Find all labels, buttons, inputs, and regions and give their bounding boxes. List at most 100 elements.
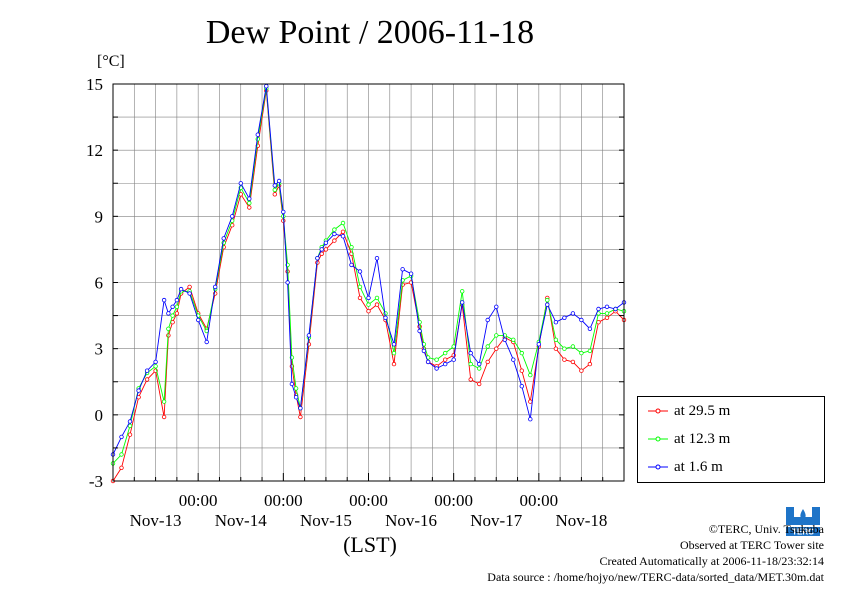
data-point [306,333,312,338]
x-tick-time: 00:00 [264,491,303,510]
data-point [502,337,507,342]
data-point [485,317,490,323]
data-point [357,284,363,290]
data-point [511,337,516,342]
data-point [587,348,593,354]
data-point [460,289,465,294]
data-point [247,196,252,201]
data-point [536,342,541,347]
x-axis-label: (LST) [343,532,397,557]
data-point [340,229,346,234]
data-point [604,315,610,320]
data-point [170,313,175,318]
chart-title: Dew Point / 2006-11-18 [205,14,535,51]
data-point [562,315,567,320]
data-point [443,350,448,356]
y-tick-label: 9 [95,207,104,226]
data-point [383,315,388,320]
credit-created: Created Automatically at 2006-11-18/23:3… [599,554,824,568]
data-point [357,269,363,274]
data-point [323,247,329,252]
data-point [374,295,380,301]
data-point [553,346,559,351]
data-point [374,256,380,261]
data-point [276,178,282,184]
logo-text: TERC [792,528,814,537]
data-point [596,306,601,312]
data-point [272,183,277,188]
data-point [285,280,290,285]
data-point [187,284,192,290]
grid-lines [113,83,624,482]
data-point [408,271,414,276]
data-point [340,220,346,226]
data-point [391,361,397,367]
data-point [319,247,324,252]
data-point [579,350,584,356]
x-tick-date: Nov-15 [300,511,352,530]
data-point [494,346,499,351]
data-point [366,295,371,301]
data-point [374,302,380,307]
data-point [443,357,448,362]
data-point [119,465,124,470]
data-point [293,386,299,391]
data-point [153,364,158,369]
data-point [247,200,252,206]
data-point [204,339,209,345]
data-point [195,317,201,323]
data-point [187,291,192,296]
legend-label: at 1.6 m [674,458,723,475]
data-point [613,306,618,312]
data-point [460,300,465,305]
data-point [298,414,303,420]
y-axis: -3 0 3 6 9 12 15 [86,75,624,491]
legend-label: at 29.5 m [674,402,731,419]
data-point [468,350,473,356]
data-point [553,320,559,325]
x-tick-time: 00:00 [519,491,558,510]
data-point [166,326,171,331]
data-point [127,432,133,437]
data-point [579,368,584,373]
x-tick-time: 00:00 [179,491,218,510]
data-point [434,357,439,362]
data-point [349,262,354,268]
y-tick-label: 15 [86,75,103,94]
data-point [434,366,439,371]
data-point [570,359,576,365]
data-point [136,388,141,393]
data-point [366,309,371,314]
data-point [485,344,490,349]
legend-item-12m: at 12.3 m [648,429,730,449]
data-point [298,406,303,411]
data-point [528,372,533,378]
data-point [357,295,363,301]
data-point [119,452,124,457]
data-point [570,344,576,349]
data-point [281,209,286,215]
data-point [553,337,559,342]
data-point [161,297,167,303]
data-point [127,419,133,424]
data-point [528,399,533,404]
series-line [112,88,625,464]
y-tick-label: 0 [95,406,104,425]
y-unit-label: [°C] [97,53,125,70]
data-point [174,311,180,316]
data-point [332,227,337,232]
x-tick-date: Nov-14 [215,511,267,530]
data-point [528,417,533,422]
data-point [494,333,499,338]
data-point [272,187,277,193]
data-point [221,236,226,241]
x-tick-date: Nov-16 [385,511,437,530]
series-line [112,86,625,455]
data-point [323,240,329,245]
data-point [264,83,269,89]
data-point [153,359,158,365]
legend-marker-red [648,408,668,414]
data-point [562,346,567,351]
data-point [519,350,524,356]
y-tick-label: 12 [86,141,103,160]
